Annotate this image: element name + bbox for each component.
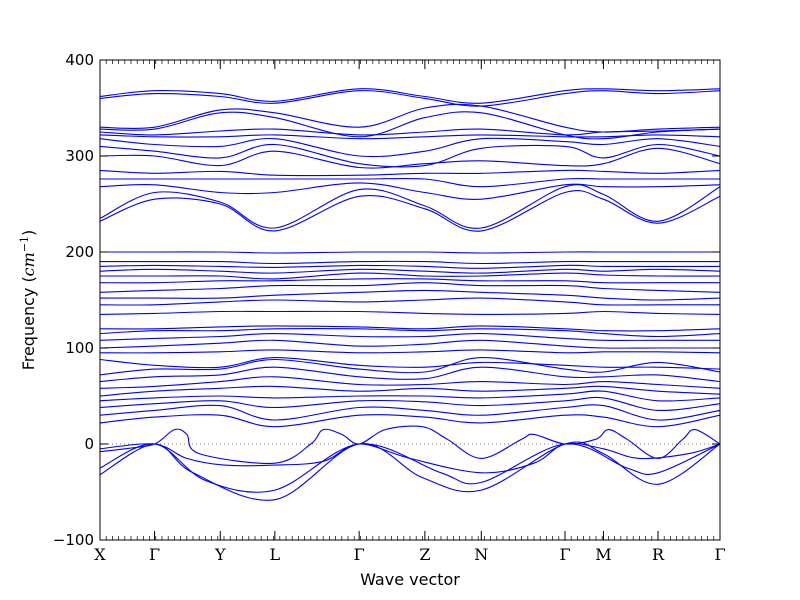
- x-tick-label: Γ: [149, 545, 160, 564]
- band-9: [100, 385, 720, 397]
- y-axis-unit: cm: [19, 252, 38, 276]
- band-40: [100, 103, 720, 133]
- x-tick-label: N: [474, 545, 488, 564]
- band-11: [100, 366, 720, 383]
- y-ticks: −100 0 100 200 300 400: [53, 51, 720, 549]
- x-tick-label: L: [270, 545, 281, 564]
- band-20: [100, 297, 720, 306]
- y-axis-label-text: Frequency: [19, 288, 38, 371]
- x-tick-label: Z: [419, 545, 430, 564]
- band-7: [100, 396, 720, 411]
- x-tick-label: M: [595, 545, 611, 564]
- band-15: [100, 339, 720, 349]
- x-minor-ticks: [99, 60, 721, 540]
- x-tick-label: Γ: [354, 545, 365, 564]
- band-1: [100, 441, 720, 501]
- x-tick-label: R: [652, 545, 665, 564]
- band-24: [100, 272, 720, 280]
- y-tick-label: 200: [65, 243, 94, 261]
- y-tick-label: 400: [65, 51, 94, 69]
- band-42: [100, 88, 720, 104]
- band-12: [100, 357, 720, 376]
- band-26: [100, 264, 720, 269]
- band-4: [100, 425, 720, 464]
- band-18: [100, 325, 720, 332]
- band-35: [100, 143, 720, 168]
- band-lines: [100, 88, 720, 501]
- y-tick-label: −100: [53, 531, 94, 549]
- band-3: [100, 442, 720, 474]
- band-2: [100, 443, 720, 493]
- band-31: [100, 182, 720, 200]
- band-19: [100, 310, 720, 315]
- y-tick-label: 100: [65, 339, 94, 357]
- band-39: [100, 111, 720, 140]
- band-30: [100, 184, 720, 229]
- band-16: [100, 333, 720, 341]
- band-21: [100, 289, 720, 301]
- band-32: [100, 177, 720, 188]
- band-17: [100, 328, 720, 338]
- plot-frame: [99, 59, 721, 541]
- x-axis-label: Wave vector: [360, 570, 460, 589]
- band-10: [100, 376, 720, 389]
- x-tick-label: Γ: [559, 545, 570, 564]
- x-tick-label: Γ: [714, 545, 725, 564]
- band-27: [100, 260, 720, 265]
- band-29: [100, 190, 720, 232]
- band-25: [100, 268, 720, 274]
- x-tick-label: X: [94, 545, 106, 564]
- band-8: [100, 390, 720, 402]
- band-13: [100, 357, 720, 370]
- band-41: [100, 90, 720, 107]
- x-tick-label: Y: [214, 545, 226, 564]
- band-36: [100, 137, 720, 158]
- y-axis-label: Frequency (cm−1): [18, 230, 39, 371]
- y-tick-label: 0: [84, 435, 94, 453]
- band-28: [100, 251, 720, 254]
- band-6: [100, 404, 720, 421]
- band-37: [100, 134, 720, 140]
- y-axis-unit-exp: −1: [18, 236, 31, 252]
- band-23: [100, 278, 720, 284]
- band-34: [100, 147, 720, 169]
- band-33: [100, 169, 720, 177]
- band-5: [100, 414, 720, 428]
- band-22: [100, 282, 720, 293]
- y-tick-label: 300: [65, 147, 94, 165]
- band-14: [100, 349, 720, 354]
